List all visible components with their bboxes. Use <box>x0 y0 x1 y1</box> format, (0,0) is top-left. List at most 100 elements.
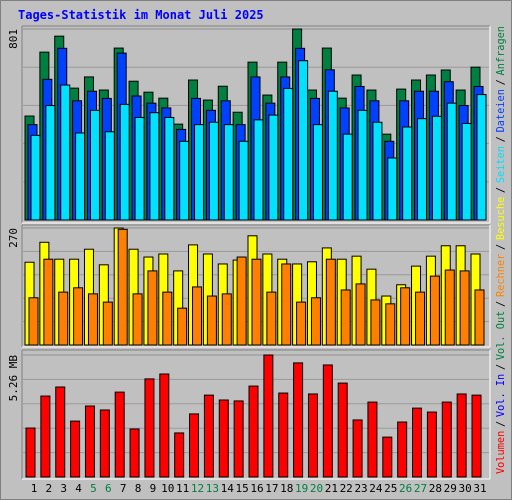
bar <box>25 427 36 478</box>
bar <box>461 122 472 221</box>
x-tick-label: 11 <box>176 482 189 495</box>
x-tick-label: 4 <box>75 482 82 495</box>
bar <box>400 287 411 346</box>
bar <box>429 275 440 346</box>
bar <box>253 119 264 221</box>
x-tick-label: 5 <box>90 482 97 495</box>
bar <box>177 307 188 346</box>
bar <box>102 301 113 346</box>
bar <box>248 385 259 478</box>
x-tick-label: 28 <box>429 482 442 495</box>
bar <box>73 287 84 346</box>
legend-separator: / <box>494 364 507 370</box>
x-tick-label: 15 <box>236 482 249 495</box>
legend-separator: / <box>494 187 507 193</box>
bar <box>372 121 383 221</box>
x-tick-label: 27 <box>414 482 427 495</box>
bar <box>426 411 437 478</box>
legend: Volumen / Vol. In / Vol. Out / Rechner / Besuche… <box>494 26 507 474</box>
bar <box>192 286 203 346</box>
bar <box>194 124 205 221</box>
bar <box>298 60 309 221</box>
x-tick-label: 30 <box>459 482 472 495</box>
legend-entry: Rechner <box>494 253 507 297</box>
y-tick-label: 270 <box>7 228 20 248</box>
bar <box>459 270 470 346</box>
bar <box>402 126 413 221</box>
bar <box>87 293 98 346</box>
bar <box>456 393 467 478</box>
legend-entry: Besuche <box>494 197 507 240</box>
bar <box>99 409 110 478</box>
x-tick-label: 2 <box>46 482 53 495</box>
x-tick-label: 29 <box>444 482 457 495</box>
bar <box>263 354 274 478</box>
bar <box>431 115 442 221</box>
legend-separator: / <box>494 301 507 307</box>
chart-title: Tages-Statistik im Monat Juli 2025 <box>18 8 264 22</box>
legend-entry: Volumen <box>494 431 507 474</box>
bar <box>45 105 56 221</box>
bar <box>43 258 54 346</box>
bar <box>310 297 321 346</box>
bar <box>441 401 452 478</box>
x-tick-label: 18 <box>280 482 293 495</box>
bar <box>476 94 487 221</box>
bar <box>266 291 277 346</box>
bar <box>325 258 336 346</box>
bar <box>28 297 39 346</box>
bar <box>355 283 366 346</box>
bar <box>340 289 351 346</box>
bar <box>30 134 41 221</box>
x-tick-label: 10 <box>161 482 174 495</box>
legend-separator: / <box>494 136 507 142</box>
bar <box>203 394 214 478</box>
bar <box>164 116 175 221</box>
bar <box>296 301 307 346</box>
x-tick-label: 21 <box>325 482 338 495</box>
x-tick-label: 17 <box>265 482 278 495</box>
bar <box>236 256 247 346</box>
x-tick-label: 26 <box>399 482 412 495</box>
bar <box>412 407 423 478</box>
bar <box>251 258 262 346</box>
bar <box>397 421 408 478</box>
bar <box>415 291 426 346</box>
bar <box>162 291 173 346</box>
x-tick-label: 6 <box>105 482 112 495</box>
x-tick-label: 16 <box>250 482 263 495</box>
bar <box>357 109 368 221</box>
bar <box>84 405 95 478</box>
x-tick-label: 22 <box>340 482 353 495</box>
bar <box>159 373 170 478</box>
bar <box>382 436 393 478</box>
bar <box>471 394 482 478</box>
legend-entry: Anfragen <box>494 26 507 75</box>
bar <box>40 395 51 478</box>
x-tick-label: 7 <box>120 482 127 495</box>
bar <box>444 269 455 346</box>
bar <box>352 419 363 478</box>
legend-entry: Vol. In <box>494 374 507 417</box>
bar <box>134 116 145 221</box>
legend-entry: Seiten <box>494 146 507 183</box>
bar <box>55 386 66 478</box>
x-tick-label: 19 <box>295 482 308 495</box>
y-tick-label: 5.26 MB <box>7 355 20 402</box>
legend-separator: / <box>494 79 507 85</box>
x-tick-label: 23 <box>354 482 367 495</box>
bar <box>223 124 234 221</box>
bar <box>322 364 333 478</box>
x-tick-label: 3 <box>60 482 67 495</box>
bar <box>147 270 158 346</box>
bar <box>189 413 200 478</box>
bar <box>387 157 398 221</box>
bar <box>327 90 338 221</box>
bar <box>367 401 378 478</box>
bar <box>307 393 318 478</box>
legend-separator: / <box>494 244 507 250</box>
bar <box>370 299 381 346</box>
legend-separator: / <box>494 421 507 427</box>
legend-entry: Vol. Out <box>494 311 507 360</box>
